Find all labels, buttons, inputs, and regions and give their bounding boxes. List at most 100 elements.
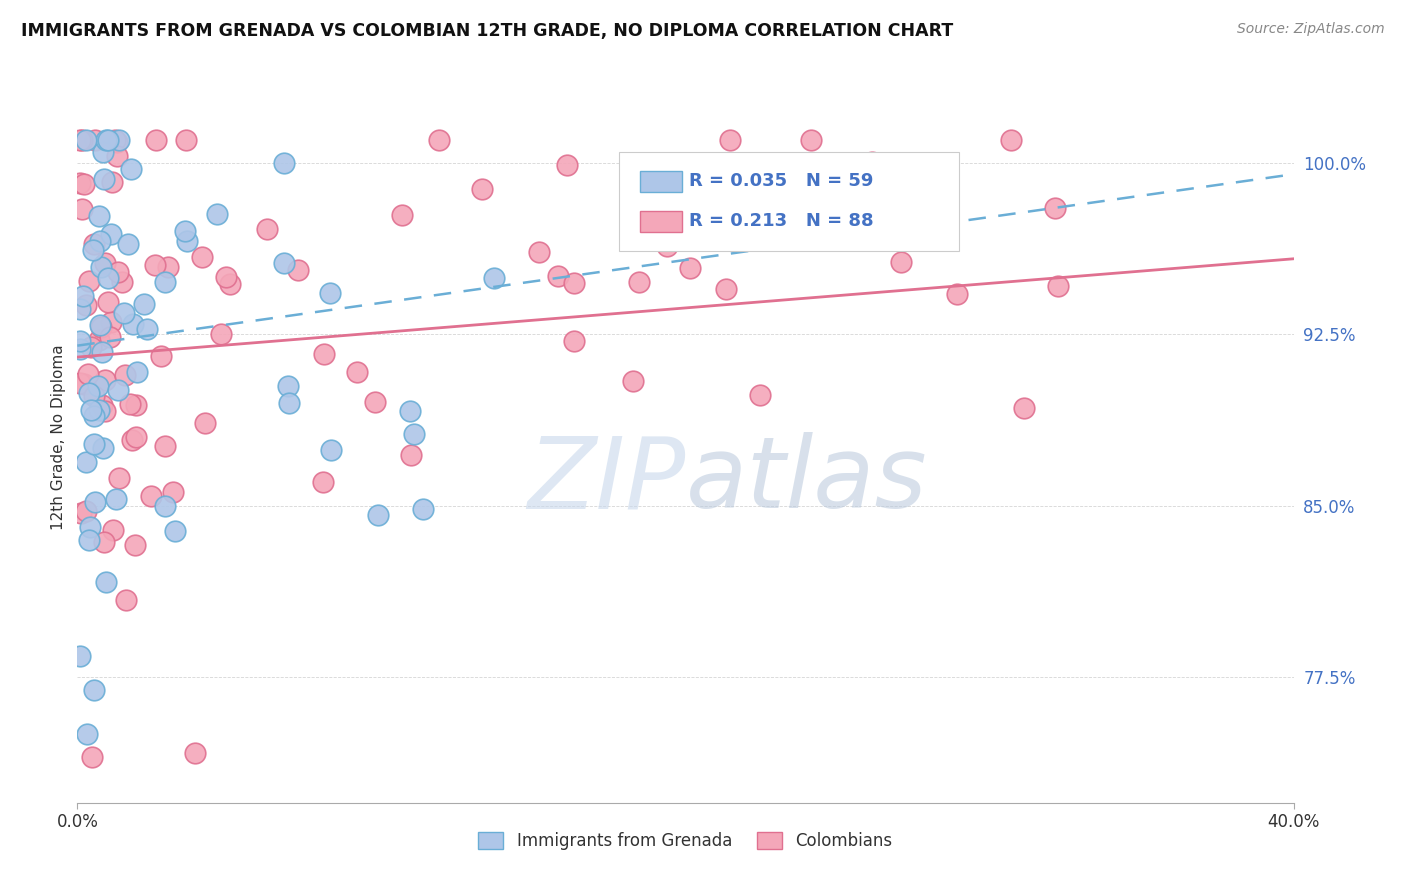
Point <box>100 175 122 189</box>
Point <box>319 286 342 301</box>
Text: R = 0.213   N = 88: R = 0.213 N = 88 <box>689 212 873 230</box>
Point <box>114 368 136 383</box>
Point <box>860 155 883 169</box>
Point <box>391 209 413 223</box>
Point <box>89 318 111 332</box>
Point <box>76 727 98 741</box>
Point <box>72 178 94 192</box>
Point <box>121 433 143 447</box>
Point <box>125 365 148 379</box>
Point <box>111 276 134 290</box>
Point <box>115 592 138 607</box>
Point <box>427 133 450 147</box>
Point <box>184 746 207 760</box>
Point <box>398 404 420 418</box>
Point <box>75 298 97 312</box>
Point <box>564 277 586 291</box>
Point <box>69 376 91 390</box>
Point <box>173 224 195 238</box>
Point <box>125 398 148 412</box>
Point <box>136 322 159 336</box>
Point <box>101 523 124 537</box>
Point <box>77 386 100 401</box>
Legend: Immigrants from Grenada, Colombians: Immigrants from Grenada, Colombians <box>471 825 900 856</box>
Point <box>100 315 122 329</box>
Point <box>287 263 309 277</box>
Point <box>312 347 335 361</box>
Point <box>1000 133 1022 147</box>
Text: R = 0.035   N = 59: R = 0.035 N = 59 <box>689 172 873 190</box>
FancyBboxPatch shape <box>640 211 682 232</box>
Point <box>96 133 118 147</box>
Point <box>482 271 505 285</box>
Point <box>121 317 143 331</box>
Point <box>83 437 105 451</box>
Point <box>89 209 111 223</box>
Point <box>75 133 97 147</box>
Point <box>69 302 91 317</box>
Point <box>1012 401 1035 416</box>
Point <box>82 750 104 764</box>
Point <box>69 133 91 147</box>
Point <box>75 504 97 518</box>
Point <box>319 442 342 457</box>
Point <box>163 524 186 538</box>
Point <box>655 239 678 253</box>
Point <box>278 396 301 410</box>
FancyBboxPatch shape <box>619 152 959 251</box>
Point <box>749 388 772 402</box>
Point <box>125 429 148 443</box>
Point <box>112 306 135 320</box>
Point <box>83 495 105 509</box>
Point <box>174 133 197 147</box>
Point <box>105 149 128 163</box>
Point <box>87 378 110 392</box>
Point <box>79 520 101 534</box>
Point <box>77 533 100 548</box>
Point <box>215 270 238 285</box>
Point <box>69 649 91 664</box>
Point <box>100 227 122 241</box>
Point <box>1045 201 1067 215</box>
Point <box>94 404 117 418</box>
Point <box>143 258 166 272</box>
Point <box>70 202 93 216</box>
Point <box>98 330 121 344</box>
Point <box>107 265 129 279</box>
Point <box>70 506 93 520</box>
Point <box>402 426 425 441</box>
Point <box>718 133 741 147</box>
Point <box>412 502 434 516</box>
Point <box>80 402 103 417</box>
Point <box>97 133 120 147</box>
Point <box>90 260 112 274</box>
Point <box>89 403 111 417</box>
Point <box>191 250 214 264</box>
Point <box>80 340 103 354</box>
Point <box>555 158 578 172</box>
Point <box>162 485 184 500</box>
Point <box>1047 278 1070 293</box>
Point <box>156 260 179 275</box>
Point <box>194 416 217 430</box>
Point <box>945 287 967 301</box>
Point <box>273 155 295 169</box>
Point <box>91 441 114 455</box>
Point <box>72 289 94 303</box>
Point <box>83 682 105 697</box>
Point <box>399 448 422 462</box>
Point <box>104 133 127 147</box>
Point <box>93 535 115 549</box>
Point <box>97 270 120 285</box>
Point <box>145 133 167 147</box>
Point <box>90 398 112 412</box>
FancyBboxPatch shape <box>640 171 682 192</box>
Point <box>562 334 585 348</box>
Point <box>547 269 569 284</box>
Point <box>273 255 295 269</box>
Point <box>97 295 120 310</box>
Point <box>82 244 104 258</box>
Point <box>120 161 142 176</box>
Text: ZIP: ZIP <box>527 433 686 530</box>
Point <box>69 176 91 190</box>
